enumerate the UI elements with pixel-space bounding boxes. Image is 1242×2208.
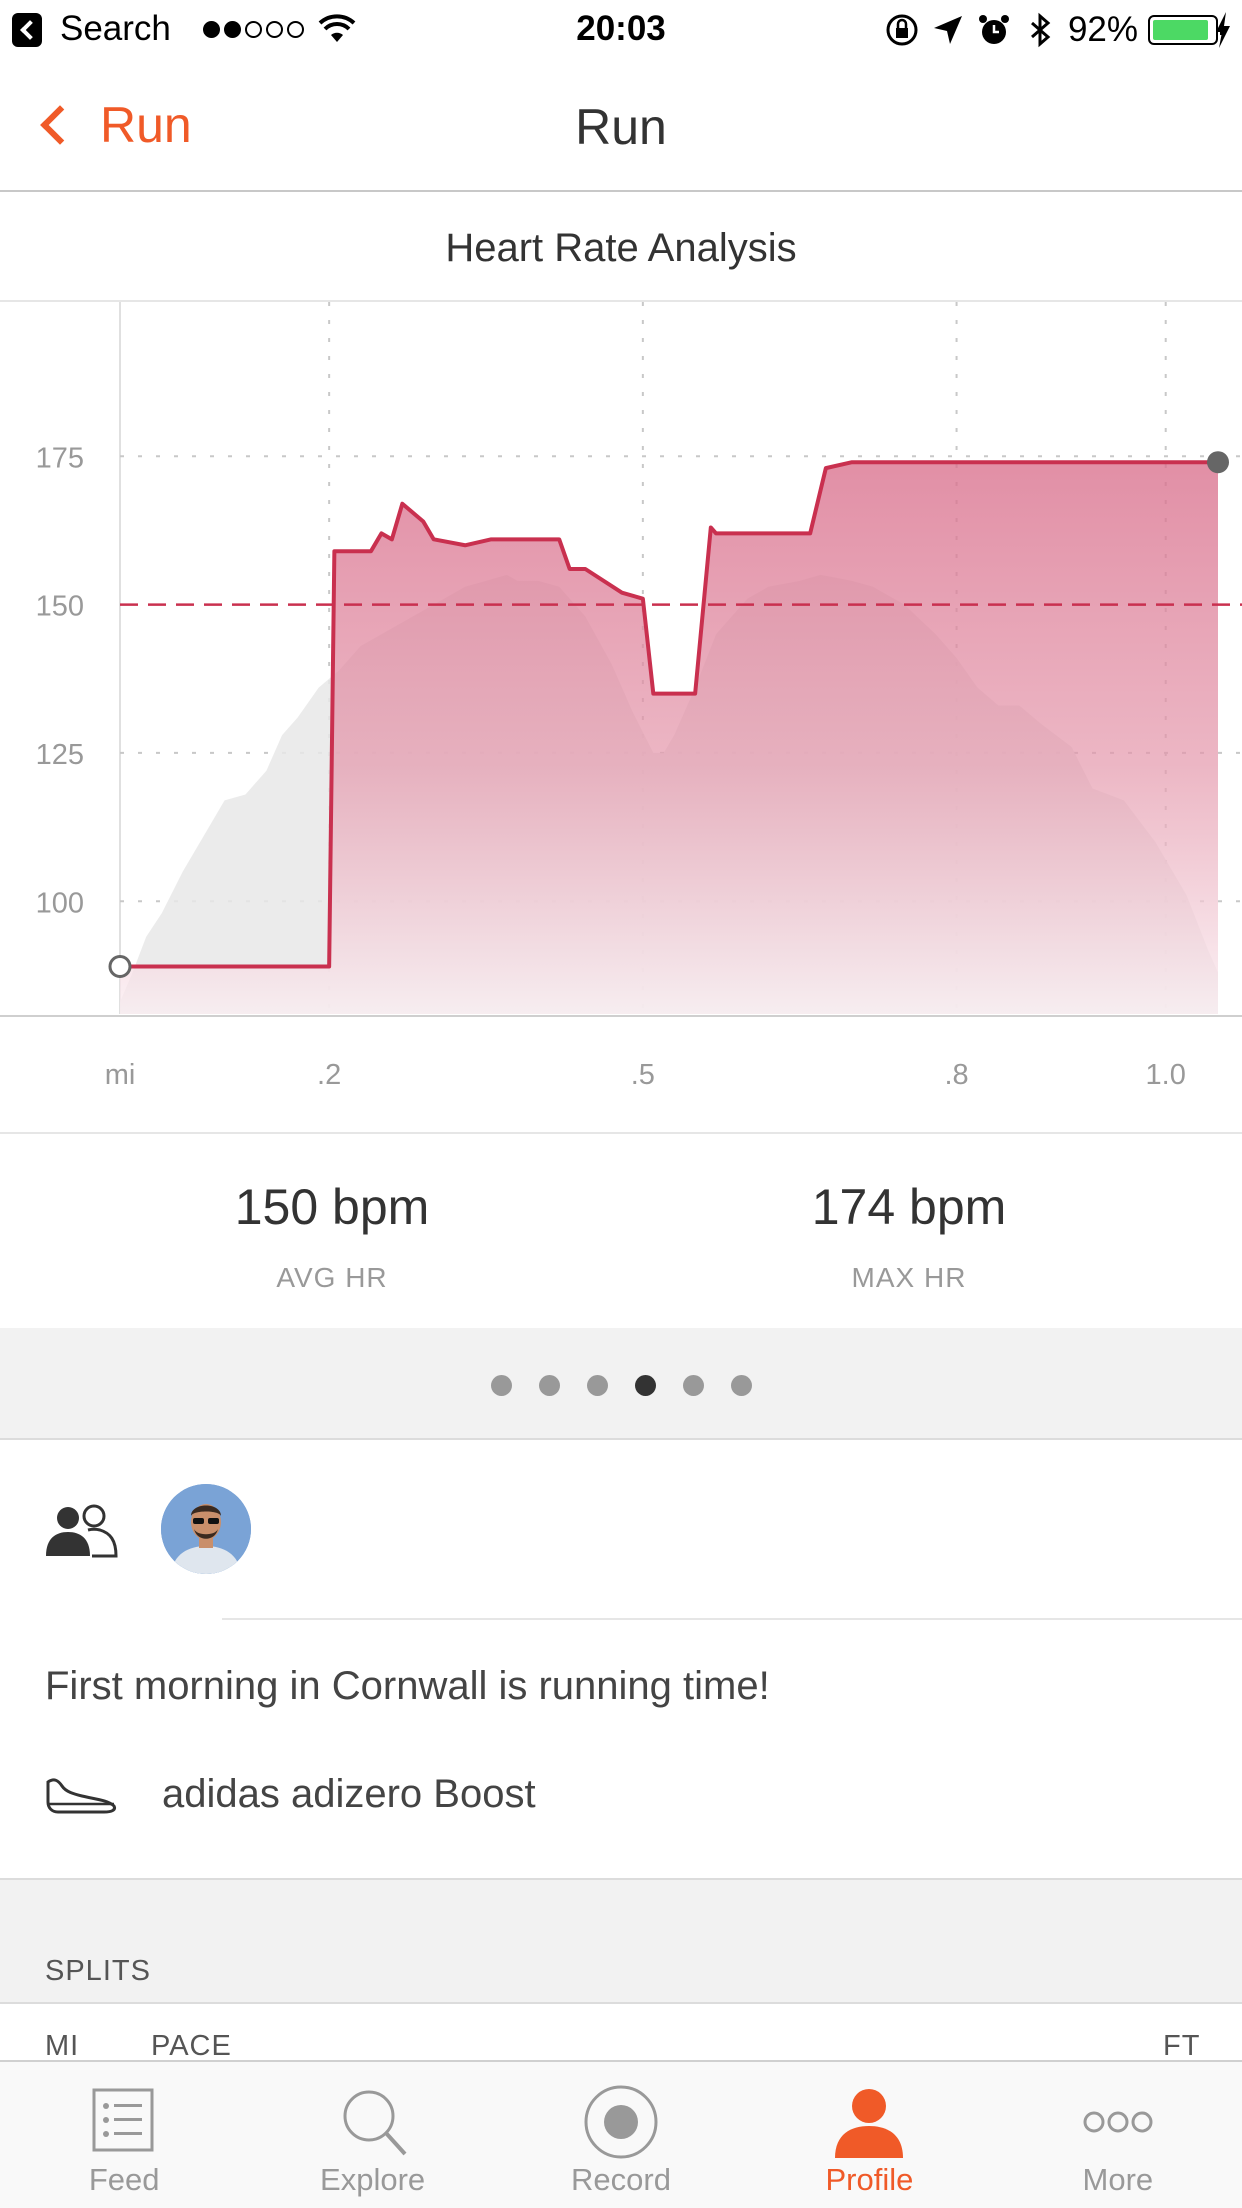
page-dot[interactable] <box>490 1375 512 1396</box>
navigation-bar: Run Run <box>0 60 1242 192</box>
x-tick-label: .5 <box>631 1059 655 1091</box>
tab-bar: Feed Explore Record Profile More <box>0 2060 1242 2208</box>
shoe-icon <box>46 1778 116 1814</box>
chart-title: Heart Rate Analysis <box>0 194 1242 302</box>
tab-feed[interactable]: Feed <box>0 2062 248 2208</box>
location-arrow-icon <box>933 16 962 44</box>
record-icon <box>584 2085 658 2159</box>
max-hr-label: MAX HR <box>851 1262 967 1293</box>
page-dot[interactable] <box>538 1375 560 1396</box>
splits-col-mi: MI <box>45 2030 80 2062</box>
wifi-icon <box>318 14 356 42</box>
more-icon <box>1083 2111 1153 2133</box>
x-tick-label: 1.0 <box>1146 1059 1186 1091</box>
max-hr-stat: 174 bpm MAX HR <box>659 1178 1159 1294</box>
page-title: Run <box>575 99 667 155</box>
back-button[interactable]: Run <box>32 96 192 154</box>
tab-record-label: Record <box>571 2162 671 2197</box>
end-point <box>1207 451 1229 474</box>
splits-title: SPLITS <box>45 1955 151 1987</box>
chart-pager <box>0 1328 1242 1440</box>
start-point <box>108 955 132 979</box>
group-athletes-icon[interactable] <box>44 1500 118 1560</box>
avg-hr-stat: 150 bpm AVG HR <box>82 1178 582 1294</box>
activity-description: First morning in Cornwall is running tim… <box>45 1664 770 1708</box>
splits-col-pace: PACE <box>151 2030 232 2062</box>
avatar-photo <box>161 1484 251 1574</box>
status-time: 20:03 <box>576 9 666 48</box>
x-tick-label: .8 <box>944 1059 968 1091</box>
charging-bolt-icon <box>1216 12 1230 48</box>
status-bar: Search 20:03 92% <box>0 0 1242 60</box>
y-tick-label: 150 <box>36 591 84 623</box>
tab-more[interactable]: More <box>994 2062 1242 2208</box>
bluetooth-icon <box>1030 12 1051 48</box>
tab-feed-label: Feed <box>88 2162 160 2197</box>
tab-record[interactable]: Record <box>497 2062 745 2208</box>
y-tick-label: 175 <box>36 442 84 474</box>
max-hr-value: 174 bpm <box>811 1179 1007 1235</box>
y-tick-label: 100 <box>36 887 84 919</box>
divider <box>222 1618 1242 1620</box>
page-dot[interactable] <box>730 1375 752 1396</box>
tab-profile[interactable]: Profile <box>745 2062 993 2208</box>
divider <box>0 1132 1242 1134</box>
y-tick-label: 125 <box>36 739 84 771</box>
page-dot[interactable] <box>634 1375 656 1396</box>
avg-hr-value: 150 bpm <box>234 1179 430 1235</box>
heart-rate-chart-svg: 175 150 125 100 .2 .5 .8 1.0 mi <box>0 302 1242 1091</box>
heart-rate-chart[interactable]: 175 150 125 100 .2 .5 .8 1.0 mi <box>0 302 1242 1132</box>
page-dot[interactable] <box>682 1375 704 1396</box>
feed-icon <box>92 2088 154 2152</box>
tab-more-label: More <box>1082 2162 1154 2197</box>
profile-icon <box>835 2089 904 2158</box>
gear-name[interactable]: adidas adizero Boost <box>162 1772 536 1816</box>
x-unit-label: mi <box>105 1059 136 1091</box>
back-button-label: Run <box>100 97 192 153</box>
alarm-icon <box>978 15 1009 44</box>
orientation-lock-icon <box>886 14 918 46</box>
splits-col-ft: FT <box>1163 2030 1201 2062</box>
back-to-app-label[interactable]: Search <box>60 9 171 48</box>
splits-header-band: SPLITS <box>0 1878 1242 2004</box>
tab-explore-label: Explore <box>320 2162 426 2197</box>
page-dot[interactable] <box>586 1375 608 1396</box>
back-to-app-icon[interactable] <box>12 13 42 47</box>
cellular-signal-icon <box>203 21 304 38</box>
tab-profile-label: Profile <box>825 2162 914 2197</box>
x-tick-label: .2 <box>317 1059 341 1091</box>
heart-rate-area <box>120 462 1218 1014</box>
battery-icon <box>1148 15 1224 45</box>
battery-percentage: 92% <box>1067 10 1138 49</box>
tab-explore[interactable]: Explore <box>248 2062 496 2208</box>
search-icon <box>343 2090 407 2156</box>
avg-hr-label: AVG HR <box>276 1262 388 1293</box>
heart-rate-line <box>120 460 1218 969</box>
athlete-avatar[interactable] <box>161 1484 251 1574</box>
page-indicator <box>0 1375 1242 1396</box>
